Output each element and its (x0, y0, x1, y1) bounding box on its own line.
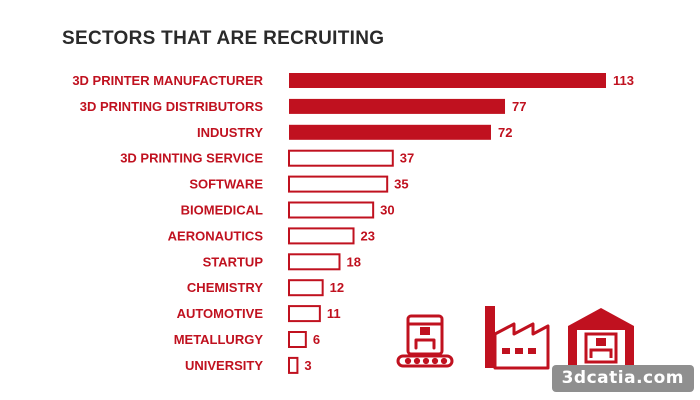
value-label: 11 (327, 306, 341, 321)
value-label: 23 (361, 228, 375, 243)
bar (288, 227, 355, 245)
bar (288, 201, 375, 219)
watermark: 3dcatia.com (551, 365, 694, 392)
value-label: 6 (313, 332, 320, 347)
bar (288, 253, 341, 271)
category-label: METALLURGY (174, 332, 264, 347)
bar (288, 175, 389, 193)
value-label: 35 (394, 177, 408, 192)
category-label: 3D PRINTING SERVICE (120, 151, 263, 166)
category-label: 3D PRINTING DISTRIBUTORS (80, 99, 264, 114)
category-label: 3D PRINTER MANUFACTURER (72, 73, 263, 88)
value-label: 72 (498, 125, 512, 140)
category-label: UNIVERSITY (185, 358, 263, 373)
category-label: INDUSTRY (197, 125, 263, 140)
category-label: SOFTWARE (189, 177, 263, 192)
category-label: BIOMEDICAL (181, 203, 263, 218)
category-label: CHEMISTRY (187, 280, 263, 295)
factory-icon (485, 306, 550, 370)
value-label: 77 (512, 99, 526, 114)
value-label: 30 (380, 203, 394, 218)
bar (288, 305, 321, 323)
chart-title: SECTORS THAT ARE RECRUITING (62, 28, 385, 49)
category-label: AUTOMOTIVE (177, 306, 264, 321)
bar (288, 331, 307, 348)
value-label: 37 (400, 151, 414, 166)
3d-printer-icon (396, 314, 454, 368)
bar (288, 356, 299, 374)
value-label: 12 (330, 280, 344, 295)
value-label: 113 (613, 73, 634, 88)
value-label: 3 (304, 358, 311, 373)
category-label: AERONAUTICS (168, 228, 264, 243)
bar (289, 124, 491, 140)
bar (288, 149, 394, 167)
value-label: 18 (346, 254, 360, 269)
bar (288, 279, 324, 297)
bar (289, 73, 606, 88)
bar (289, 98, 506, 114)
warehouse-printer-icon (568, 308, 634, 370)
industry-icons (396, 306, 634, 370)
category-label: STARTUP (203, 254, 264, 269)
